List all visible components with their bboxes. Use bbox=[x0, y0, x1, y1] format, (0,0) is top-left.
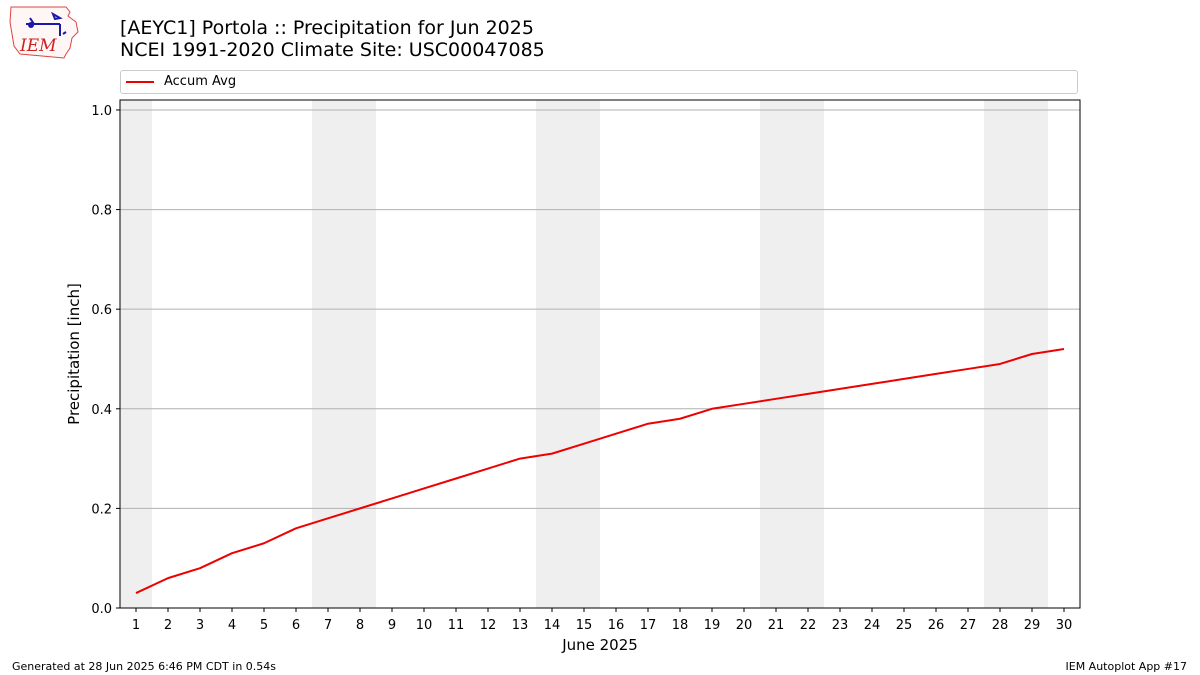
x-tick-label-9: 9 bbox=[388, 618, 396, 633]
series-layer bbox=[135, 348, 1065, 594]
x-tick-label-2: 2 bbox=[164, 618, 172, 633]
iowa-outline-icon bbox=[9, 6, 79, 59]
y-axis-ticks: 0.0 0.2 0.4 0.6 0.8 1.0 bbox=[91, 104, 120, 617]
x-tick-label-23: 23 bbox=[832, 618, 849, 633]
x-tick-label-5: 5 bbox=[260, 618, 268, 633]
x-tick-label-24: 24 bbox=[864, 618, 881, 633]
x-tick-label-29: 29 bbox=[1024, 618, 1041, 633]
y-tick-label-1: 0.2 bbox=[91, 502, 112, 517]
x-tick-label-22: 22 bbox=[800, 618, 817, 633]
x-tick-label-30: 30 bbox=[1056, 618, 1073, 633]
x-tick-label-4: 4 bbox=[228, 618, 236, 633]
iem-logo: IEM bbox=[9, 6, 79, 59]
generated-timestamp: Generated at 28 Jun 2025 6:46 PM CDT in … bbox=[12, 660, 277, 673]
legend-label-accum-avg: Accum Avg bbox=[164, 74, 237, 89]
y-tick-label-2: 0.4 bbox=[91, 403, 112, 418]
x-tick-label-28: 28 bbox=[992, 618, 1009, 633]
x-tick-label-20: 20 bbox=[736, 618, 753, 633]
y-tick-label-3: 0.6 bbox=[91, 303, 112, 318]
x-tick-label-13: 13 bbox=[512, 618, 529, 633]
x-tick-label-14: 14 bbox=[544, 618, 561, 633]
y-tick-label-0: 0.0 bbox=[91, 602, 112, 617]
plot-frame bbox=[119, 99, 1081, 609]
y-tick-label-4: 0.8 bbox=[91, 204, 112, 219]
x-tick-label-11: 11 bbox=[448, 618, 465, 633]
x-tick-label-3: 3 bbox=[196, 618, 204, 633]
weekend-shading bbox=[120, 100, 1048, 608]
x-tick-label-26: 26 bbox=[928, 618, 945, 633]
x-tick-label-1: 1 bbox=[132, 618, 140, 633]
app-label: IEM Autoplot App #17 bbox=[1065, 660, 1188, 673]
x-tick-label-8: 8 bbox=[356, 618, 364, 633]
weekend-band-4 bbox=[760, 100, 824, 608]
legend: Accum Avg bbox=[120, 70, 1078, 94]
chart-subtitle: NCEI 1991-2020 Climate Site: USC00047085 bbox=[120, 39, 545, 61]
series-line-accum-avg bbox=[135, 348, 1065, 594]
weekend-band-1 bbox=[120, 100, 152, 608]
weekend-band-3 bbox=[536, 100, 600, 608]
x-tick-label-12: 12 bbox=[480, 618, 497, 633]
x-tick-label-25: 25 bbox=[896, 618, 913, 633]
x-tick-label-7: 7 bbox=[324, 618, 332, 633]
x-tick-label-6: 6 bbox=[292, 618, 300, 633]
x-tick-label-19: 19 bbox=[704, 618, 721, 633]
logo-text: IEM bbox=[19, 36, 57, 56]
x-axis-label: June 2025 bbox=[561, 636, 638, 654]
x-tick-label-10: 10 bbox=[416, 618, 433, 633]
x-tick-label-27: 27 bbox=[960, 618, 977, 633]
x-tick-label-21: 21 bbox=[768, 618, 785, 633]
chart-title: [AEYC1] Portola :: Precipitation for Jun… bbox=[120, 17, 534, 39]
weekend-band-2 bbox=[312, 100, 376, 608]
y-tick-label-5: 1.0 bbox=[91, 104, 112, 119]
y-axis-label: Precipitation [inch] bbox=[65, 283, 83, 425]
x-tick-label-16: 16 bbox=[608, 618, 625, 633]
legend-swatch-accum-avg bbox=[126, 81, 154, 83]
x-tick-label-18: 18 bbox=[672, 618, 689, 633]
x-axis-ticks: 1 2 3 4 5 6 7 8 9 10 11 12 13 14 15 16 17 18 19 20 21 22 23 24 2… bbox=[132, 608, 1072, 633]
x-tick-label-15: 15 bbox=[576, 618, 593, 633]
x-tick-label-17: 17 bbox=[640, 618, 657, 633]
weather-station-icon bbox=[26, 11, 67, 36]
